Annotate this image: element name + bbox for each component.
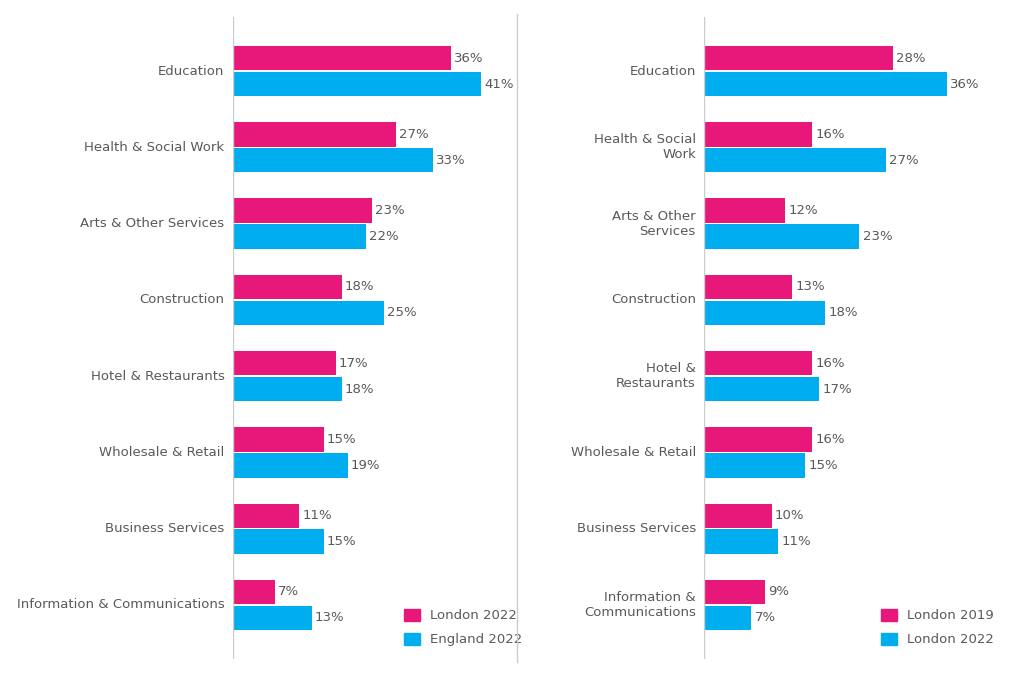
Text: 33%: 33% xyxy=(436,153,466,167)
Text: 13%: 13% xyxy=(796,281,824,293)
Bar xyxy=(232,224,367,249)
Bar xyxy=(232,504,299,528)
Text: 18%: 18% xyxy=(345,383,375,395)
Bar xyxy=(705,274,792,299)
Text: 25%: 25% xyxy=(387,306,417,319)
Text: 36%: 36% xyxy=(454,51,483,65)
Bar xyxy=(705,46,893,70)
Bar xyxy=(232,199,372,223)
Bar xyxy=(705,504,771,528)
Text: 18%: 18% xyxy=(345,281,375,293)
Bar xyxy=(705,453,805,477)
Text: 11%: 11% xyxy=(781,535,811,548)
Bar xyxy=(232,529,324,554)
Bar xyxy=(705,301,825,325)
Bar xyxy=(705,427,812,452)
Bar xyxy=(232,46,451,70)
Text: 23%: 23% xyxy=(862,230,892,243)
Legend: London 2019, London 2022: London 2019, London 2022 xyxy=(874,602,1000,653)
Bar xyxy=(232,427,324,452)
Text: 22%: 22% xyxy=(370,230,398,243)
Bar xyxy=(705,148,886,172)
Text: 7%: 7% xyxy=(755,611,776,625)
Bar xyxy=(705,122,812,147)
Text: 27%: 27% xyxy=(399,128,429,141)
Text: 19%: 19% xyxy=(351,459,381,472)
Text: 36%: 36% xyxy=(950,78,980,91)
Text: 15%: 15% xyxy=(809,459,839,472)
Text: 17%: 17% xyxy=(339,357,369,370)
Text: 17%: 17% xyxy=(822,383,852,395)
Text: 15%: 15% xyxy=(327,433,356,446)
Text: 10%: 10% xyxy=(775,509,805,523)
Text: 16%: 16% xyxy=(815,128,845,141)
Text: 12%: 12% xyxy=(788,204,818,217)
Text: 11%: 11% xyxy=(302,509,332,523)
Bar xyxy=(232,72,481,96)
Text: 16%: 16% xyxy=(815,357,845,370)
Bar xyxy=(705,199,785,223)
Text: 9%: 9% xyxy=(768,585,790,598)
Bar xyxy=(705,529,778,554)
Bar xyxy=(232,351,336,375)
Text: 41%: 41% xyxy=(484,78,514,91)
Bar xyxy=(232,377,342,402)
Bar xyxy=(705,606,752,630)
Text: 18%: 18% xyxy=(828,306,858,319)
Bar xyxy=(232,274,342,299)
Bar xyxy=(232,122,396,147)
Text: 7%: 7% xyxy=(279,585,299,598)
Text: 28%: 28% xyxy=(896,51,926,65)
Bar xyxy=(232,453,348,477)
Text: 13%: 13% xyxy=(314,611,344,625)
Bar xyxy=(705,72,947,96)
Legend: London 2022, England 2022: London 2022, England 2022 xyxy=(397,602,529,653)
Bar xyxy=(705,224,859,249)
Text: 16%: 16% xyxy=(815,433,845,446)
Text: 23%: 23% xyxy=(375,204,404,217)
Bar xyxy=(232,606,311,630)
Bar xyxy=(705,377,819,402)
Bar xyxy=(232,580,275,604)
Bar xyxy=(232,301,384,325)
Text: 27%: 27% xyxy=(890,153,920,167)
Text: 15%: 15% xyxy=(327,535,356,548)
Bar xyxy=(705,580,765,604)
Bar xyxy=(232,148,433,172)
Bar xyxy=(705,351,812,375)
